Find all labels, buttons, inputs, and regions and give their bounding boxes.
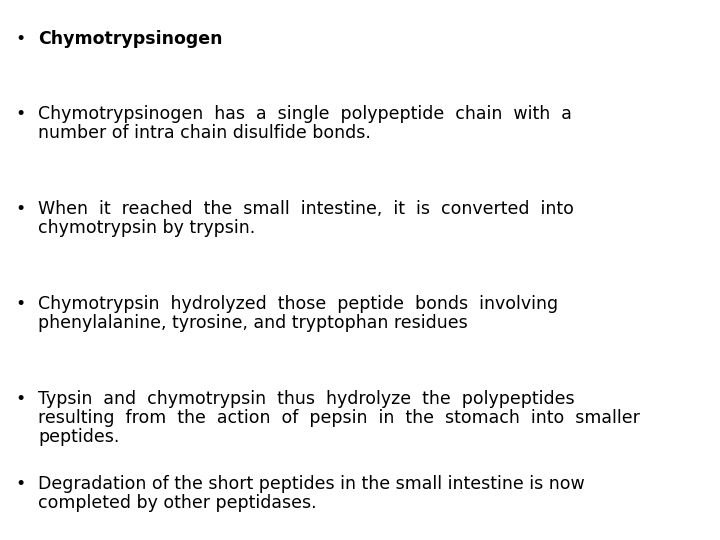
Text: number of intra chain disulfide bonds.: number of intra chain disulfide bonds. <box>38 124 371 142</box>
Text: •: • <box>15 390 25 408</box>
Text: phenylalanine, tyrosine, and tryptophan residues: phenylalanine, tyrosine, and tryptophan … <box>38 314 468 332</box>
Text: Chymotrypsin  hydrolyzed  those  peptide  bonds  involving: Chymotrypsin hydrolyzed those peptide bo… <box>38 295 558 313</box>
Text: chymotrypsin by trypsin.: chymotrypsin by trypsin. <box>38 219 256 237</box>
Text: peptides.: peptides. <box>38 428 120 446</box>
Text: When  it  reached  the  small  intestine,  it  is  converted  into: When it reached the small intestine, it … <box>38 200 574 218</box>
Text: •: • <box>15 475 25 493</box>
Text: resulting  from  the  action  of  pepsin  in  the  stomach  into  smaller: resulting from the action of pepsin in t… <box>38 409 640 427</box>
Text: Typsin  and  chymotrypsin  thus  hydrolyze  the  polypeptides: Typsin and chymotrypsin thus hydrolyze t… <box>38 390 575 408</box>
Text: •: • <box>15 105 25 123</box>
Text: completed by other peptidases.: completed by other peptidases. <box>38 494 317 512</box>
Text: •: • <box>15 295 25 313</box>
Text: •: • <box>15 200 25 218</box>
Text: •: • <box>15 30 25 48</box>
Text: Chymotrypsinogen  has  a  single  polypeptide  chain  with  a: Chymotrypsinogen has a single polypeptid… <box>38 105 572 123</box>
Text: Degradation of the short peptides in the small intestine is now: Degradation of the short peptides in the… <box>38 475 585 493</box>
Text: Chymotrypsinogen: Chymotrypsinogen <box>38 30 222 48</box>
